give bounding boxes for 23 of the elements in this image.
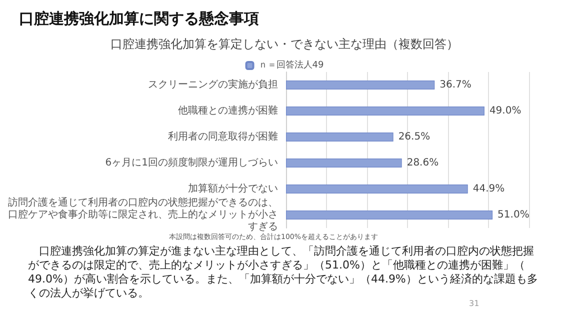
data-label: 36.7% xyxy=(440,80,472,90)
bar xyxy=(286,132,394,142)
data-label: 26.5% xyxy=(398,132,430,142)
bar xyxy=(286,106,484,116)
data-label: 51.0% xyxy=(498,210,530,220)
text: 口腔連携強化加算の算定が進まない主な理由として、「訪問介護を通じて利用者の口腔内の状態把握ができるのは限定的で、売上的なメリットが小さすぎる」（51.0%）と「他職種との連携が困難」（49.0%）が高い割合を示している。また、「加算額が十分でない」（44.9%）という経済的な課題も多くの法人が挙げている。 xyxy=(28,244,538,300)
text: 口腔連携強化加算に関する懸念事項 xyxy=(19,10,259,28)
y-tick-label: 6ヶ月に1回の頻度制限が運用しづらい xyxy=(105,156,278,168)
legend-label: ｎ＝回答法人49 xyxy=(258,60,324,70)
chart-subtitle: 口腔連携強化加算を算定しない・できない主な理由（複数回答） xyxy=(110,37,458,51)
bar xyxy=(286,210,493,220)
bar xyxy=(286,80,435,90)
data-label: 44.9% xyxy=(472,184,505,194)
data-label: 28.6% xyxy=(406,158,439,168)
y-tick-label: 他職種との連携が困難 xyxy=(178,104,278,116)
data-label: 49.0% xyxy=(489,106,522,116)
y-tick-label: スクリーニングの実施が負担 xyxy=(148,78,278,90)
y-tick-label: 訪問介護を通じて利用者の口腔内の状態把握ができるのは、口腔ケアや食事介助等に限定され、売上的なメリットが小さすぎる xyxy=(8,196,278,232)
bar xyxy=(286,184,468,194)
y-tick-label: 利用者の同意取得が困難 xyxy=(168,130,278,142)
bar xyxy=(286,158,402,168)
y-tick-label: 加算額が十分でない xyxy=(188,182,278,194)
text: 31 xyxy=(469,299,480,308)
